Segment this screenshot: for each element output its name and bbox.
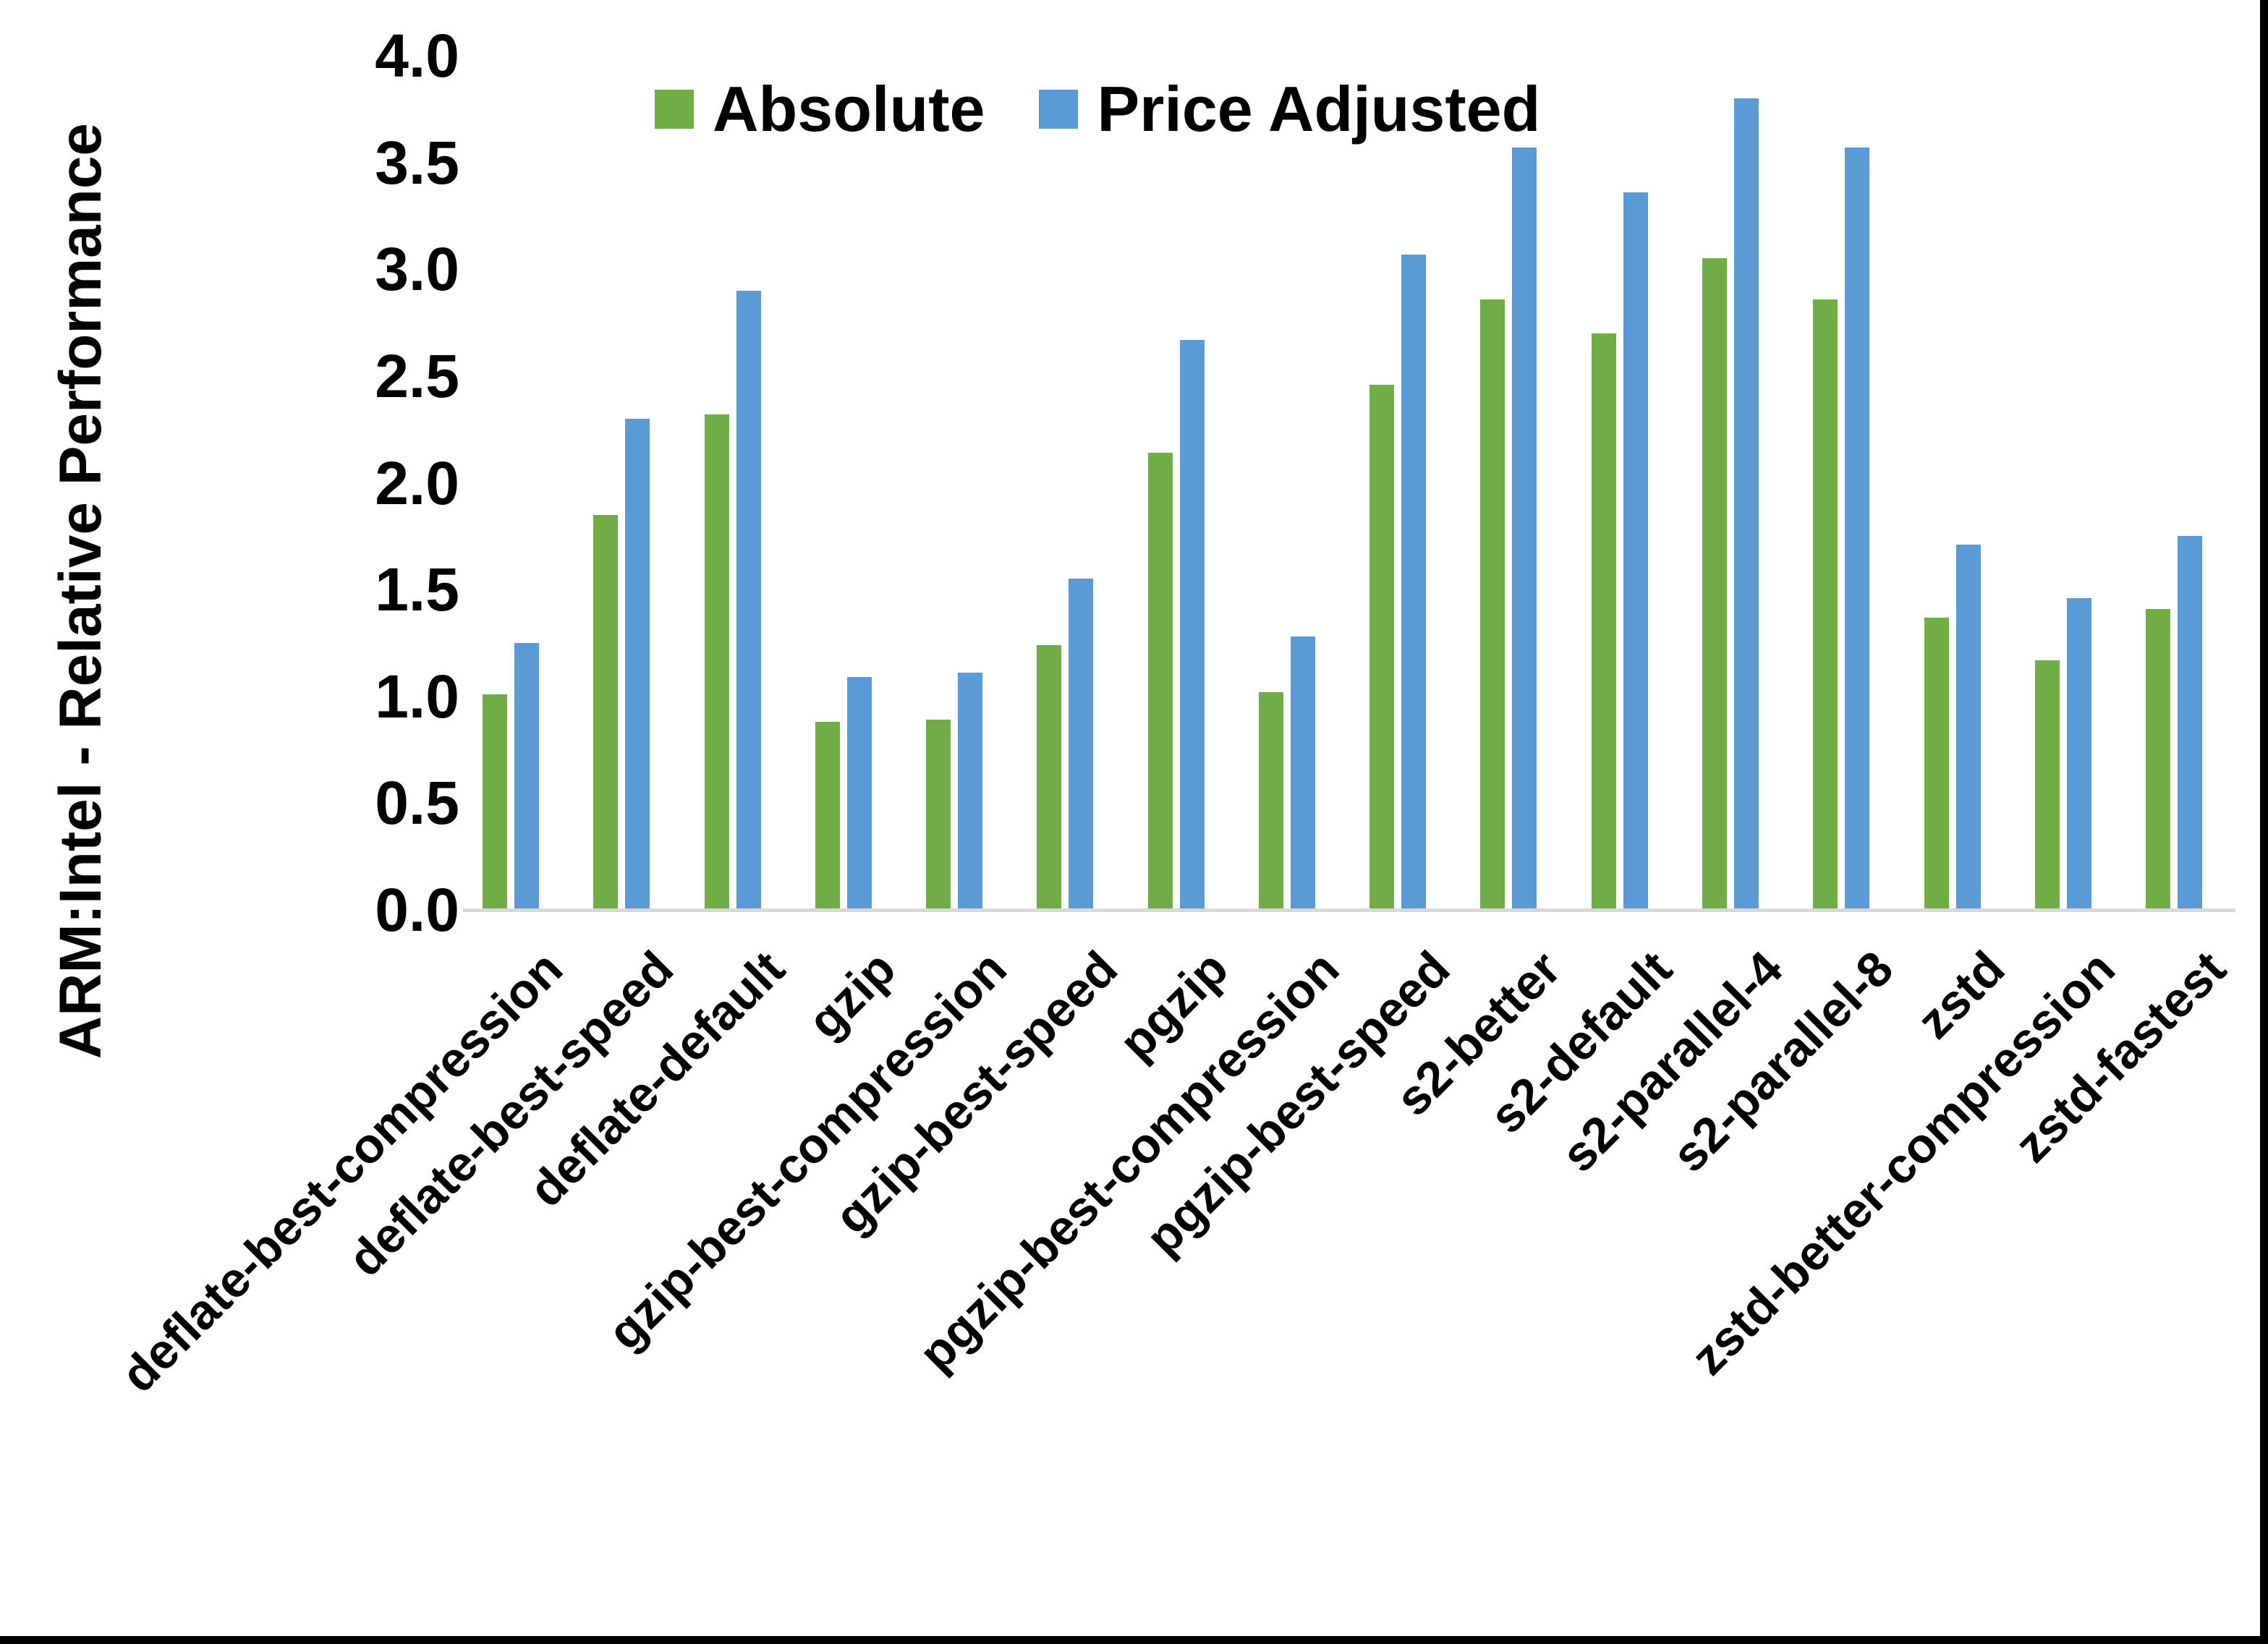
bar-absolute-pgzip	[1147, 453, 1173, 910]
y-tick-label: 4.0	[375, 22, 459, 90]
legend-label-absolute: Absolute	[713, 73, 985, 145]
bar-absolute-s2-parallel-4	[1702, 258, 1727, 910]
legend: Absolute Price Adjusted	[655, 72, 1540, 146]
bar-price-adjusted-zstd-fastest	[2178, 536, 2203, 910]
legend-label-price-adjusted: Price Adjusted	[1097, 73, 1541, 145]
legend-swatch-price-adjusted-icon	[1039, 90, 1079, 129]
bar-absolute-deflate-default	[704, 414, 729, 910]
bar-absolute-deflate-best-compression	[483, 694, 507, 910]
legend-item-price-adjusted: Price Adjusted	[1039, 72, 1540, 146]
bar-price-adjusted-zstd-better-compression	[2066, 597, 2091, 910]
y-tick-label: 3.5	[375, 128, 459, 197]
bar-price-adjusted-pgzip-best-compression	[1290, 636, 1315, 910]
bar-absolute-pgzip-best-compression	[1258, 691, 1283, 910]
bar-price-adjusted-deflate-default	[736, 290, 761, 910]
bar-absolute-pgzip-best-speed	[1369, 384, 1395, 910]
bar-absolute-deflate-best-speed	[593, 514, 619, 910]
bar-price-adjusted-pgzip-best-speed	[1401, 254, 1427, 910]
bar-absolute-s2-parallel-8	[1813, 299, 1838, 910]
legend-swatch-absolute-icon	[655, 90, 694, 129]
bar-price-adjusted-s2-better	[1512, 147, 1537, 910]
bar-price-adjusted-deflate-best-speed	[625, 418, 650, 910]
legend-item-absolute: Absolute	[655, 72, 985, 146]
bar-price-adjusted-s2-parallel-4	[1733, 98, 1759, 910]
bar-price-adjusted-zstd	[1955, 545, 1981, 910]
bar-absolute-zstd-fastest	[2146, 608, 2171, 910]
bar-absolute-zstd-better-compression	[2034, 660, 2060, 910]
bar-price-adjusted-gzip	[846, 677, 872, 910]
y-axis-title: ARM:Intel - Relative Performance	[48, 122, 114, 1060]
y-tick-label: 1.0	[375, 662, 459, 731]
frame-border-right	[2260, 0, 2268, 1644]
bar-absolute-gzip-best-compression	[926, 720, 951, 910]
bar-price-adjusted-s2-default	[1623, 192, 1648, 910]
bar-price-adjusted-pgzip	[1179, 339, 1205, 910]
bar-absolute-zstd	[1924, 617, 1949, 910]
y-tick-label: 3.0	[375, 235, 459, 304]
y-tick-label: 0.0	[375, 876, 459, 944]
frame-border-bottom	[0, 1636, 2268, 1644]
bar-price-adjusted-deflate-best-compression	[514, 642, 539, 910]
bar-absolute-s2-better	[1480, 299, 1505, 910]
bar-absolute-gzip	[815, 722, 840, 910]
bar-absolute-s2-default	[1591, 333, 1616, 910]
bar-price-adjusted-gzip-best-speed	[1069, 579, 1094, 910]
y-tick-label: 2.5	[375, 341, 459, 410]
bar-price-adjusted-s2-parallel-8	[1845, 147, 1870, 910]
x-axis-line	[463, 908, 2235, 912]
bar-absolute-gzip-best-speed	[1037, 644, 1062, 910]
bar-price-adjusted-gzip-best-compression	[958, 673, 983, 910]
y-tick-label: 0.5	[375, 769, 459, 838]
y-tick-label: 1.5	[375, 555, 459, 624]
x-category-label: deflate-best-compression	[111, 940, 574, 1403]
y-tick-label: 2.0	[375, 448, 459, 517]
